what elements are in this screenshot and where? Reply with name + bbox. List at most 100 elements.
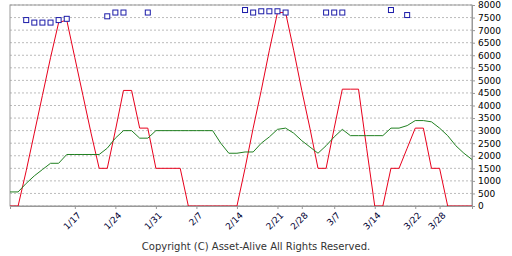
marker <box>145 10 150 15</box>
y-tick-mark <box>472 5 475 6</box>
y-axis: 0 500 1000 1500 2000 2500 3000 3500 4000 4500 5000… <box>472 0 501 211</box>
x-tick: 2/14 <box>224 206 246 232</box>
y-tick-mark <box>472 55 475 56</box>
y-tick-mark <box>472 30 475 31</box>
x-tick-mark <box>237 206 238 209</box>
series-line <box>10 121 472 192</box>
x-tick-mark <box>415 206 416 209</box>
grid-line <box>10 143 472 144</box>
x-tick-mark <box>302 206 303 209</box>
grid-line <box>10 118 472 119</box>
y-tick: 500 <box>472 189 495 199</box>
marker <box>405 13 410 18</box>
grid <box>10 5 472 206</box>
y-tick-label: 4500 <box>478 88 501 98</box>
x-tick-label: 1/17 <box>62 210 83 231</box>
grid-line <box>10 105 472 106</box>
y-tick-mark <box>472 131 475 132</box>
x-tick-label: 3/7 <box>325 210 342 227</box>
y-tick: 4500 <box>472 88 501 98</box>
x-tick-label: 3/28 <box>426 210 448 232</box>
y-tick-label: 2000 <box>478 151 501 161</box>
y-tick-label: 3500 <box>478 113 501 123</box>
marker <box>275 9 280 14</box>
y-tick-label: 7000 <box>478 26 501 36</box>
y-tick-mark <box>472 181 475 182</box>
x-tick-label: 1/31 <box>143 210 164 231</box>
grid-line <box>10 168 472 169</box>
y-tick: 3000 <box>472 126 501 136</box>
y-tick-mark <box>472 80 475 81</box>
x-tick: 1/24 <box>102 206 124 232</box>
x-tick-label: 1/24 <box>102 210 124 232</box>
y-tick: 5000 <box>472 76 501 86</box>
x-tick-mark <box>375 206 376 209</box>
y-tick-label: 500 <box>478 189 495 199</box>
x-tick: 3/14 <box>361 206 383 232</box>
y-tick: 1000 <box>472 176 501 186</box>
x-tick: 2/7 <box>187 206 204 228</box>
x-tick-label: 2/14 <box>224 210 246 232</box>
y-tick: 7500 <box>472 13 501 23</box>
x-tick: 1/31 <box>143 206 164 232</box>
marker <box>40 20 45 25</box>
x-tick-label: 3/14 <box>361 210 383 232</box>
y-tick-mark <box>472 106 475 107</box>
x-tick: 3/22 <box>402 206 423 232</box>
marker <box>340 10 345 15</box>
y-tick-mark <box>472 68 475 69</box>
y-tick: 1500 <box>472 164 501 174</box>
y-tick: 4000 <box>472 101 501 111</box>
y-tick-label: 4000 <box>478 101 501 111</box>
x-tick-label: 2/21 <box>264 210 285 231</box>
marker <box>251 10 256 15</box>
grid-line <box>10 193 472 194</box>
y-tick-mark <box>472 156 475 157</box>
y-tick-label: 2500 <box>478 139 501 149</box>
y-tick-mark <box>472 168 475 169</box>
y-tick: 7000 <box>472 26 501 36</box>
y-tick: 3500 <box>472 113 501 123</box>
x-tick-mark <box>156 206 157 209</box>
y-tick-mark <box>472 43 475 44</box>
y-tick-label: 5500 <box>478 63 501 73</box>
marker <box>324 10 329 15</box>
grid-line <box>10 30 472 31</box>
grid-line <box>10 42 472 43</box>
x-tick-label: 2/7 <box>187 210 204 227</box>
y-tick: 6500 <box>472 38 501 48</box>
x-tick-mark <box>334 206 335 209</box>
grid-line <box>10 180 472 181</box>
x-tick: 1/17 <box>62 206 83 232</box>
x-tick: 2/21 <box>264 206 285 232</box>
grid-line <box>10 55 472 56</box>
x-tick: 3/28 <box>426 206 448 232</box>
y-tick-label: 6000 <box>478 51 501 61</box>
x-tick-label: 2/28 <box>288 210 310 232</box>
y-axis-line <box>473 6 476 207</box>
x-tick-mark <box>196 206 197 209</box>
marker <box>113 10 118 15</box>
marker <box>24 18 29 23</box>
grid-line <box>10 67 472 68</box>
x-tick: 2/28 <box>288 206 310 232</box>
grid-line <box>10 155 472 156</box>
marker <box>32 20 37 25</box>
y-tick-label: 8000 <box>478 0 501 10</box>
y-tick: 2500 <box>472 139 501 149</box>
marker <box>243 8 248 13</box>
grid-line <box>10 130 472 131</box>
x-tick-label: 3/22 <box>402 210 423 231</box>
x-tick-mark <box>75 206 76 209</box>
marker <box>259 9 264 14</box>
marker <box>283 10 288 15</box>
x-tick: 3/7 <box>325 206 342 228</box>
y-tick-label: 1000 <box>478 176 501 186</box>
marker <box>332 10 337 15</box>
y-tick: 6000 <box>472 51 501 61</box>
x-axis-line <box>11 207 473 210</box>
y-tick-label: 6500 <box>478 38 501 48</box>
marks <box>10 8 472 206</box>
x-tick-mark <box>115 206 116 209</box>
y-tick: 0 <box>472 201 484 211</box>
